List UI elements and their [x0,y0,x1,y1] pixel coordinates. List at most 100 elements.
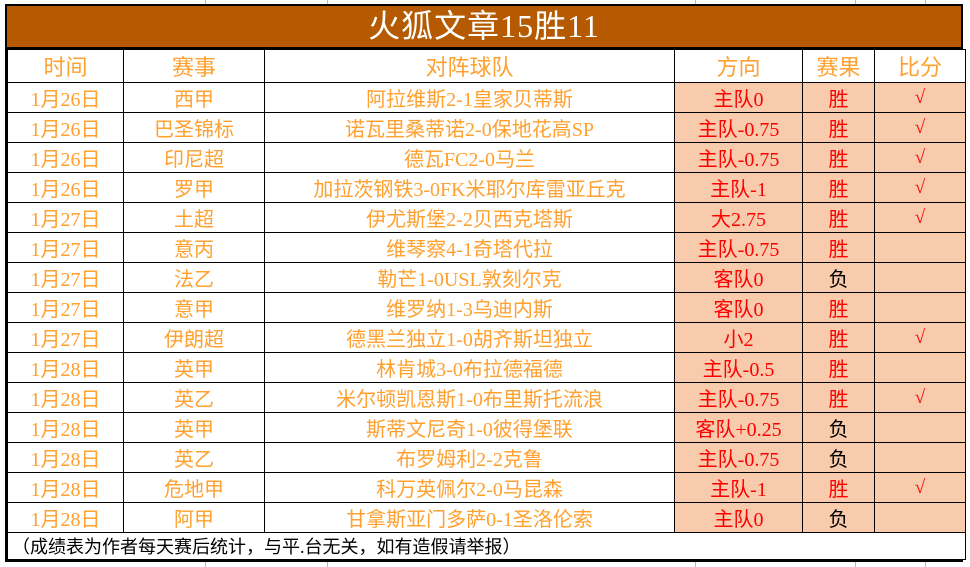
result-cell: 胜 [802,352,875,383]
direction-cell: 主队-0.75 [674,112,803,143]
gridline-stub [925,0,926,4]
header-cell-result: 赛果 [802,49,875,83]
league-cell: 意甲 [123,292,265,323]
gridline-stub [855,562,856,567]
date-cell: 1月27日 [7,202,124,233]
table-row: 1月27日 意丙 维琴察4-1奇塔代拉 主队-0.75 胜 [7,232,966,263]
table-row: 1月26日 印尼超 德瓦FC2-0马兰 主队-0.75 胜 √ [7,142,966,173]
score-cell: √ [874,112,966,143]
gridline-stub [925,562,926,567]
score-cell: √ [874,142,966,173]
match-cell: 伊尤斯堡2-2贝西克塔斯 [264,202,675,233]
result-cell: 负 [802,502,875,533]
table-row: 1月27日 土超 伊尤斯堡2-2贝西克塔斯 大2.75 胜 √ [7,202,966,233]
direction-cell: 客队0 [674,292,803,323]
score-cell: √ [874,322,966,353]
gridline-stub [327,0,328,4]
date-cell: 1月26日 [7,112,124,143]
result-cell: 胜 [802,82,875,113]
header-cell-time: 时间 [7,49,124,83]
header-cell-direction: 方向 [674,49,803,83]
date-cell: 1月28日 [7,412,124,443]
direction-cell: 小2 [674,322,803,353]
direction-cell: 大2.75 [674,202,803,233]
league-cell: 西甲 [123,82,265,113]
date-cell: 1月27日 [7,292,124,323]
score-cell: √ [874,172,966,203]
date-cell: 1月28日 [7,352,124,383]
league-cell: 英甲 [123,412,265,443]
match-cell: 德黑兰独立1-0胡齐斯坦独立 [264,322,675,353]
results-tbody: 1月26日 西甲 阿拉维斯2-1皇家贝蒂斯 主队0 胜 √ 1月26日 巴圣锦标 诺瓦里桑蒂诺2… [7,82,966,533]
table-row: 1月28日 英甲 林肯城3-0布拉德福德 主队-0.5 胜 [7,352,966,383]
league-cell: 印尼超 [123,142,265,173]
score-cell [874,412,966,443]
league-cell: 英乙 [123,382,265,413]
score-cell [874,502,966,533]
table-footer: （成绩表为作者每天赛后统计，与平.台无关，如有造假请举报） [7,532,966,560]
header-cell-teams: 对阵球队 [264,49,675,83]
direction-cell: 主队-1 [674,172,803,203]
result-cell: 负 [802,262,875,293]
match-cell: 诺瓦里桑蒂诺2-0保地花高SP [264,112,675,143]
score-cell: √ [874,472,966,503]
date-cell: 1月27日 [7,322,124,353]
page-title: 火狐文章15胜11 [7,6,961,49]
table-row: 1月27日 意甲 维罗纳1-3乌迪内斯 客队0 胜 [7,292,966,323]
match-cell: 勒芒1-0USL敦刻尔克 [264,262,675,293]
score-cell [874,232,966,263]
table-row: 1月26日 巴圣锦标 诺瓦里桑蒂诺2-0保地花高SP 主队-0.75 胜 √ [7,112,966,143]
direction-cell: 客队+0.25 [674,412,803,443]
date-cell: 1月27日 [7,232,124,263]
score-cell: √ [874,382,966,413]
table-row: 1月26日 罗甲 加拉茨钢铁3-0FK米耶尔库雷亚丘克 主队-1 胜 √ [7,172,966,203]
table-row: 1月26日 西甲 阿拉维斯2-1皇家贝蒂斯 主队0 胜 √ [7,82,966,113]
date-cell: 1月28日 [7,442,124,473]
match-cell: 维罗纳1-3乌迪内斯 [264,292,675,323]
score-cell [874,352,966,383]
match-cell: 甘拿斯亚门多萨0-1圣洛伦索 [264,502,675,533]
direction-cell: 主队-0.75 [674,142,803,173]
result-cell: 胜 [802,232,875,263]
table-row: 1月28日 英乙 米尔顿凯恩斯1-0布里斯托流浪 主队-0.75 胜 √ [7,382,966,413]
date-cell: 1月26日 [7,82,124,113]
league-cell: 危地甲 [123,472,265,503]
date-cell: 1月26日 [7,142,124,173]
league-cell: 巴圣锦标 [123,112,265,143]
table-row: 1月27日 伊朗超 德黑兰独立1-0胡齐斯坦独立 小2 胜 √ [7,322,966,353]
match-cell: 加拉茨钢铁3-0FK米耶尔库雷亚丘克 [264,172,675,203]
footer-note: （成绩表为作者每天赛后统计，与平.台无关，如有造假请举报） [7,532,966,560]
results-sheet: 火狐文章15胜11 时间 赛事 对阵球队 方向 赛果 比分 [5,4,966,562]
direction-cell: 主队-0.75 [674,382,803,413]
result-cell: 胜 [802,322,875,353]
score-cell: √ [874,82,966,113]
table-row: 1月28日 英乙 布罗姆利2-2克鲁 主队-0.75 负 [7,442,966,473]
score-cell [874,292,966,323]
footer-row: （成绩表为作者每天赛后统计，与平.台无关，如有造假请举报） [7,532,966,560]
match-cell: 林肯城3-0布拉德福德 [264,352,675,383]
date-cell: 1月26日 [7,172,124,203]
date-cell: 1月28日 [7,502,124,533]
header-cell-league: 赛事 [123,49,265,83]
league-cell: 意丙 [123,232,265,263]
league-cell: 罗甲 [123,172,265,203]
league-cell: 英乙 [123,442,265,473]
result-cell: 胜 [802,142,875,173]
direction-cell: 主队-0.75 [674,232,803,263]
result-cell: 胜 [802,112,875,143]
direction-cell: 主队-0.75 [674,442,803,473]
league-cell: 土超 [123,202,265,233]
league-cell: 法乙 [123,262,265,293]
gridline-stub [327,562,328,567]
direction-cell: 客队0 [674,262,803,293]
match-cell: 米尔顿凯恩斯1-0布里斯托流浪 [264,382,675,413]
result-cell: 胜 [802,472,875,503]
date-cell: 1月27日 [7,262,124,293]
score-cell [874,442,966,473]
direction-cell: 主队-1 [674,472,803,503]
score-cell [874,262,966,293]
gridline-stub [205,562,206,567]
match-cell: 德瓦FC2-0马兰 [264,142,675,173]
results-table: 时间 赛事 对阵球队 方向 赛果 比分 1月26日 西甲 阿拉维斯2-1皇家贝蒂斯主… [7,49,966,560]
table-row: 1月28日 危地甲 科万英佩尔2-0马昆森 主队-1 胜 √ [7,472,966,503]
